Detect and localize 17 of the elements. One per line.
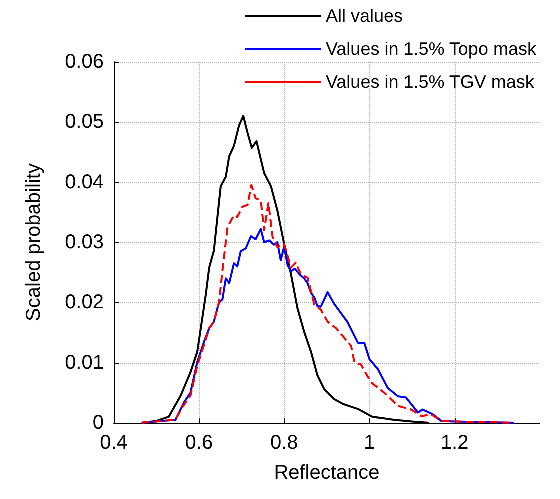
y-tick-label: 0.04 — [65, 171, 104, 194]
y-tick-label: 0.02 — [65, 292, 104, 314]
x-tick-label: 0.4 — [100, 432, 128, 454]
x-tick-label: 1.2 — [440, 432, 469, 454]
legend-label: Values in 1.5% TGV mask — [326, 72, 536, 92]
x-tick-label: 0.6 — [185, 432, 214, 454]
y-axis-title: Scaled probability — [23, 164, 45, 322]
x-tick-label: 1 — [364, 432, 376, 454]
y-tick-label: 0 — [92, 412, 104, 434]
x-axis-title: Reflectance — [274, 462, 380, 484]
legend-label: Values in 1.5% Topo mask — [326, 39, 538, 59]
legend-label: All values — [326, 6, 404, 26]
y-tick-label: 0.03 — [65, 232, 104, 254]
y-tick-label: 0.06 — [65, 51, 104, 73]
y-tick-label: 0.05 — [65, 111, 104, 134]
x-tick-label: 0.8 — [270, 432, 298, 454]
y-tick-label: 0.01 — [65, 352, 104, 374]
